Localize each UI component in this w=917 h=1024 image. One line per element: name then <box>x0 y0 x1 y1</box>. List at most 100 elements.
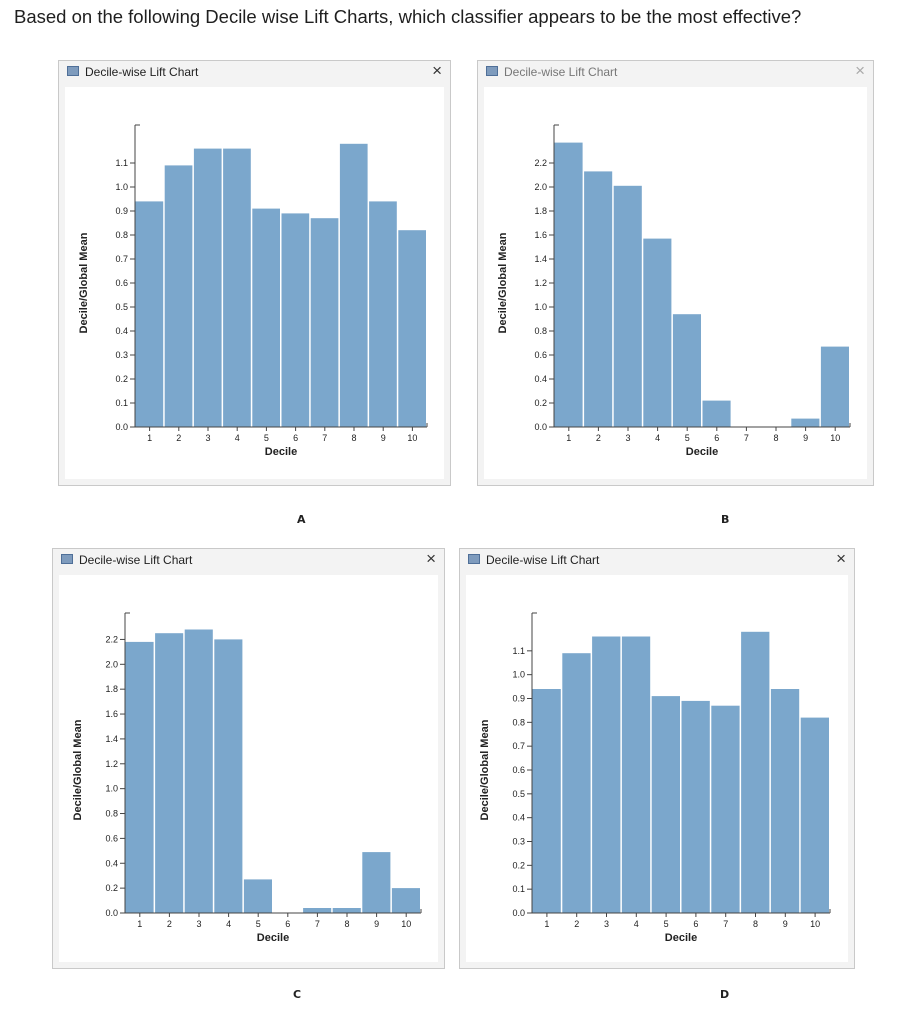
y-tick-label: 0.1 <box>115 398 128 408</box>
x-tick-label: 7 <box>744 433 749 443</box>
chart-window-c: Decile-wise Lift Chart × 0.0 0.2 0.4 0.6 0.8… <box>52 548 445 969</box>
lift-chart-a: 0.0 0.1 0.2 0.3 0.4 0.5 0.6 0.7 0.8 0.9 1.0 1.1 1 2 3 4… <box>78 124 428 458</box>
window-titlebar: Decile-wise Lift Chart × <box>59 61 450 83</box>
window-titlebar: Decile-wise Lift Chart × <box>460 549 854 571</box>
y-axis-label: Decile/Global Mean <box>78 232 90 333</box>
x-tick-label: 9 <box>381 433 386 443</box>
plot-area: 0.0 0.2 0.4 0.6 0.8 1.0 1.2 1.4 1.6 1.8 2.0 2.2 1 2 3 4… <box>484 87 867 479</box>
y-tick-label: 0.4 <box>512 813 525 823</box>
bar-decile-10 <box>800 717 829 913</box>
bar-decile-5 <box>651 696 680 913</box>
y-tick-label: 0.1 <box>512 884 525 894</box>
x-tick-label: 4 <box>655 433 660 443</box>
bar-decile-7 <box>303 908 332 913</box>
bar-decile-6 <box>681 700 710 913</box>
x-tick-label: 2 <box>176 433 181 443</box>
y-tick-label: 1.0 <box>105 784 118 794</box>
y-tick-label: 1.0 <box>534 302 547 312</box>
x-tick-label: 6 <box>293 433 298 443</box>
x-tick-label: 7 <box>723 919 728 929</box>
x-tick-label: 9 <box>374 919 379 929</box>
bar-decile-8 <box>339 143 368 428</box>
bar-decile-2 <box>164 165 193 427</box>
x-tick-label: 1 <box>566 433 571 443</box>
x-tick-label: 7 <box>315 919 320 929</box>
bar-decile-1 <box>135 201 164 427</box>
close-button[interactable]: × <box>855 61 865 80</box>
y-tick-label: 0.6 <box>512 765 525 775</box>
y-tick-label: 0.4 <box>534 374 547 384</box>
y-tick-label: 1.8 <box>534 206 547 216</box>
bar-decile-4 <box>214 639 243 913</box>
x-tick-label: 6 <box>285 919 290 929</box>
y-tick-label: 1.6 <box>534 230 547 240</box>
y-tick-label: 0.2 <box>105 883 118 893</box>
bar-decile-2 <box>155 633 184 913</box>
bar-decile-9 <box>369 201 397 427</box>
y-tick-label: 2.0 <box>534 182 547 192</box>
close-button[interactable]: × <box>432 61 442 80</box>
x-tick-label: 10 <box>407 433 417 443</box>
bar-decile-9 <box>770 689 800 913</box>
bar-decile-1 <box>554 142 583 427</box>
y-tick-label: 0.2 <box>115 374 128 384</box>
bar-decile-4 <box>643 238 672 427</box>
x-tick-label: 6 <box>693 919 698 929</box>
y-tick-label: 0.2 <box>512 860 525 870</box>
x-tick-label: 1 <box>137 919 142 929</box>
close-button[interactable]: × <box>836 549 846 568</box>
chart-letter-b: B <box>721 513 730 526</box>
y-tick-label: 0.0 <box>512 908 525 918</box>
chart-window-a: Decile-wise Lift Chart × 0.0 0.1 0.2 0.3 0.4… <box>58 60 451 486</box>
x-tick-label: 4 <box>226 919 231 929</box>
y-tick-label: 0.5 <box>115 302 128 312</box>
chart-window-b: Decile-wise Lift Chart × 0.0 0.2 0.4 0.6 0.8… <box>477 60 874 486</box>
bar-decile-7 <box>310 218 339 427</box>
window-titlebar: Decile-wise Lift Chart × <box>53 549 444 571</box>
y-tick-label: 1.2 <box>534 278 547 288</box>
bar-decile-10 <box>391 888 420 913</box>
x-tick-label: 5 <box>664 919 669 929</box>
y-tick-label: 1.4 <box>534 254 547 264</box>
lift-chart-c: 0.0 0.2 0.4 0.6 0.8 1.0 1.2 1.4 1.6 1.8 2.0 2.2 1 2 3 4… <box>72 612 422 944</box>
bar-decile-8 <box>332 908 361 913</box>
bar-decile-1 <box>532 689 561 913</box>
y-tick-label: 0.8 <box>105 809 118 819</box>
x-axis-label: Decile <box>257 932 289 944</box>
window-title: Decile-wise Lift Chart <box>486 553 600 567</box>
chart-letter-d: D <box>720 988 730 1001</box>
bar-decile-3 <box>184 629 213 913</box>
y-tick-label: 1.2 <box>105 759 118 769</box>
bar-decile-5 <box>252 208 280 427</box>
bar-decile-4 <box>223 148 251 427</box>
y-tick-label: 1.0 <box>512 670 525 680</box>
y-tick-label: 0.9 <box>115 206 128 216</box>
bar-decile-9 <box>362 852 391 913</box>
y-tick-label: 0.6 <box>534 350 547 360</box>
y-tick-label: 0.9 <box>512 694 525 704</box>
y-tick-label: 0.6 <box>105 833 118 843</box>
bar-decile-2 <box>584 171 613 427</box>
chart-window-d: Decile-wise Lift Chart × 0.0 0.1 0.2 0.3 0.4… <box>459 548 855 969</box>
y-tick-label: 1.4 <box>105 734 118 744</box>
close-button[interactable]: × <box>426 549 436 568</box>
chart-window-icon <box>486 66 498 76</box>
bar-decile-3 <box>592 636 621 913</box>
x-tick-label: 5 <box>264 433 269 443</box>
window-title: Decile-wise Lift Chart <box>79 553 193 567</box>
y-tick-label: 0.3 <box>512 837 525 847</box>
x-tick-label: 3 <box>196 919 201 929</box>
bar-decile-3 <box>613 185 642 427</box>
x-tick-label: 7 <box>322 433 327 443</box>
bar-decile-2 <box>562 653 591 913</box>
y-tick-label: 0.8 <box>115 230 128 240</box>
x-tick-label: 3 <box>625 433 630 443</box>
x-axis-label: Decile <box>265 446 297 458</box>
x-tick-label: 10 <box>810 919 820 929</box>
bar-decile-8 <box>741 631 770 913</box>
y-tick-label: 0.5 <box>512 789 525 799</box>
x-tick-label: 10 <box>830 433 840 443</box>
y-tick-label: 0.4 <box>115 326 128 336</box>
x-axis-label: Decile <box>665 932 697 944</box>
x-tick-label: 8 <box>351 433 356 443</box>
